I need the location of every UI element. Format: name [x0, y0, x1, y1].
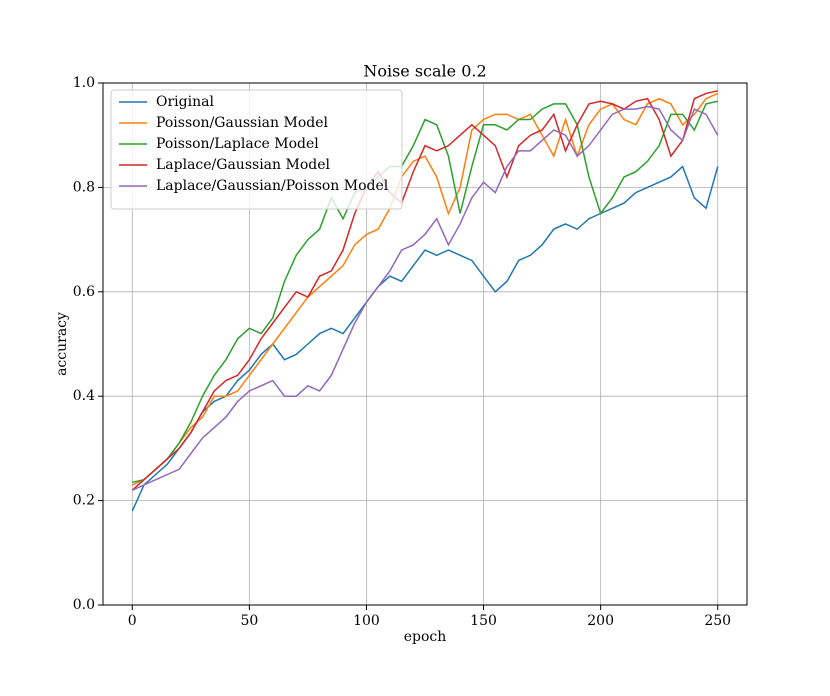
- x-tick-label: 0: [128, 613, 137, 629]
- legend-label: Laplace/Gaussian/Poisson Model: [156, 178, 389, 194]
- legend-box: [110, 89, 403, 210]
- plot-frame: [102, 82, 748, 606]
- legend-label: Original: [156, 94, 214, 110]
- y-tick-label: 0.8: [73, 179, 95, 195]
- line: [131, 92, 719, 486]
- y-axis-label: accuracy: [54, 312, 70, 376]
- line: [131, 90, 718, 491]
- x-tick-label: 250: [704, 613, 731, 629]
- legend-label: Poisson/Laplace Model: [156, 136, 319, 152]
- line: [132, 100, 718, 484]
- x-tick-label: 150: [470, 613, 497, 629]
- x-tick-label: 100: [353, 613, 380, 629]
- y-tick-label: 0.6: [73, 284, 95, 300]
- y-tick-label: 0.0: [73, 597, 95, 613]
- y-tick-label: 0.2: [73, 493, 95, 509]
- x-tick-label: 50: [240, 613, 258, 629]
- legend-label: Laplace/Gaussian Model: [156, 157, 330, 173]
- y-tick-label: 0.4: [73, 388, 95, 404]
- y-tick-label: 1.0: [73, 75, 95, 91]
- x-axis-label: epoch: [404, 629, 447, 645]
- x-tick-label: 200: [587, 613, 614, 629]
- legend-label: Poisson/Gaussian Model: [156, 115, 329, 131]
- line: [131, 105, 719, 491]
- line: [131, 165, 719, 512]
- chart-title: Noise scale 0.2: [363, 62, 486, 81]
